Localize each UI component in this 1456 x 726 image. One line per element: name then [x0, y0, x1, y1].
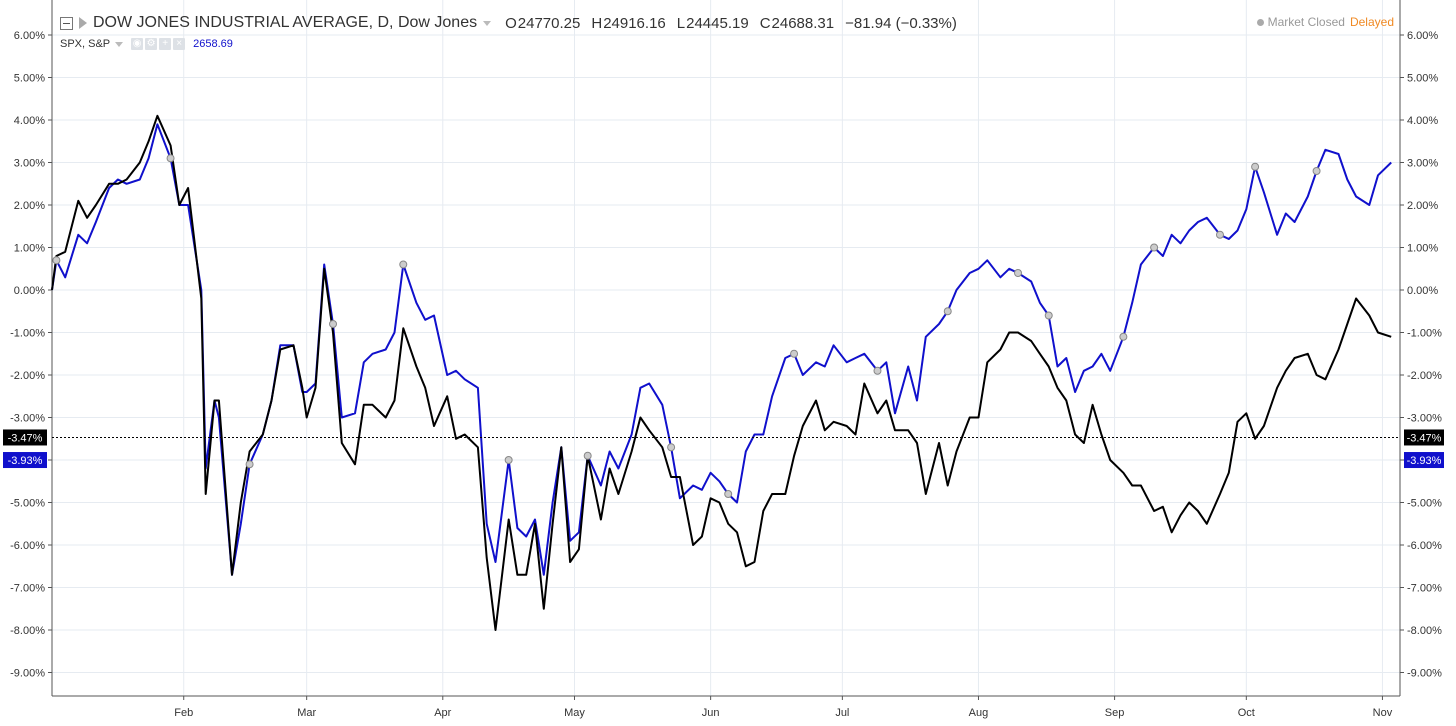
compare-symbol-label[interactable]: SPX, S&P: [60, 38, 111, 50]
status-dot-icon: [1256, 18, 1264, 26]
close-icon[interactable]: ×: [173, 38, 186, 50]
x-tick-label: Feb: [174, 707, 193, 719]
y-tick-label-left: -6.00%: [10, 540, 45, 552]
close-quote: C24688.31: [759, 14, 835, 32]
x-tick-label: Aug: [969, 707, 989, 719]
event-markers: [52, 154, 1321, 498]
y-tick-label-right: -2.00%: [1407, 370, 1442, 382]
x-tick-label: Jul: [835, 707, 849, 719]
y-tick-label-right: -6.00%: [1407, 540, 1442, 552]
y-tick-label-right: -1.00%: [1407, 328, 1442, 340]
open-quote: O24770.25: [505, 14, 581, 32]
y-tick-label-left: -1.00%: [10, 328, 45, 340]
high-quote: H24916.16: [591, 14, 666, 32]
event-marker: [329, 320, 338, 328]
event-marker: [1119, 332, 1128, 341]
y-tick-label-left: 0.00%: [14, 285, 45, 297]
event-marker: [1150, 243, 1159, 252]
collapse-icon[interactable]: [60, 16, 73, 30]
delayed-label: Delayed: [1349, 15, 1394, 29]
add-icon[interactable]: +: [159, 38, 172, 50]
y-tick-label-left: 6.00%: [14, 30, 45, 42]
y-tick-label-right: 0.00%: [1407, 285, 1438, 297]
event-marker: [1044, 311, 1053, 320]
x-tick-label: May: [564, 707, 585, 719]
last-value-text: -3.47%: [8, 432, 43, 444]
event-marker: [583, 451, 592, 460]
grid-lines: [48, 0, 1404, 700]
last-value-badge: [1404, 452, 1444, 469]
chart-header: DOW JONES INDUSTRIAL AVERAGE, D, Dow Jon…: [60, 12, 957, 34]
change-value: −81.94 (−0.33%): [845, 14, 957, 32]
y-tick-label-left: 1.00%: [14, 243, 45, 255]
eye-icon[interactable]: ◉: [131, 38, 144, 50]
event-marker: [52, 256, 61, 265]
x-tick-label: Apr: [434, 707, 451, 719]
event-marker: [1215, 230, 1224, 239]
chevron-down-icon[interactable]: [115, 41, 124, 47]
x-tick-label: Mar: [297, 707, 316, 719]
djia-line: [51, 114, 1392, 631]
x-tick-label: Oct: [1238, 707, 1255, 719]
last-value-text: -3.93%: [8, 455, 43, 467]
event-marker: [790, 349, 799, 358]
axes: [51, 0, 1401, 697]
event-marker: [399, 260, 408, 269]
y-tick-label-right: -5.00%: [1407, 498, 1442, 510]
x-tick-label: Sep: [1105, 707, 1125, 719]
flag-icon[interactable]: [79, 17, 87, 29]
y-tick-label-right: -3.00%: [1407, 413, 1442, 425]
y-tick-label-left: 3.00%: [14, 158, 45, 170]
x-tick-label: Jun: [702, 707, 720, 719]
y-tick-label-right: -8.00%: [1407, 625, 1442, 637]
last-value-badge: [1404, 429, 1444, 446]
compare-legend: SPX, S&P ◉ ⚙ + × 2658.69: [60, 36, 233, 52]
settings-icon[interactable]: ⚙: [145, 38, 158, 50]
last-value-text: -3.47%: [1407, 432, 1442, 444]
symbol-title[interactable]: DOW JONES INDUSTRIAL AVERAGE, D, Dow Jon…: [93, 14, 478, 31]
event-marker: [667, 443, 676, 452]
last-value-text: -3.93%: [1407, 455, 1442, 467]
y-tick-label-right: -9.00%: [1407, 668, 1442, 680]
series-lines: [51, 114, 1392, 631]
y-tick-label-right: 5.00%: [1407, 73, 1438, 85]
compare-value: 2658.69: [193, 38, 233, 50]
event-marker: [1251, 162, 1260, 171]
y-tick-label-left: -9.00%: [10, 668, 45, 680]
chevron-down-icon[interactable]: [483, 20, 492, 26]
y-tick-label-right: 3.00%: [1407, 158, 1438, 170]
event-marker: [724, 490, 733, 498]
y-tick-label-left: -7.00%: [10, 583, 45, 595]
y-tick-label-right: 6.00%: [1407, 30, 1438, 42]
y-tick-label-right: 2.00%: [1407, 200, 1438, 212]
x-tick-label: Nov: [1373, 707, 1393, 719]
y-tick-label-right: 1.00%: [1407, 243, 1438, 255]
event-marker: [166, 154, 175, 163]
y-tick-label-left: -3.00%: [10, 413, 45, 425]
event-marker: [504, 456, 513, 464]
event-marker: [873, 366, 882, 375]
last-value-labels: -3.47% -3.47% -3.93% -3.93%: [3, 429, 1444, 469]
event-marker: [943, 307, 952, 316]
market-status: Market Closed Delayed: [1256, 15, 1394, 29]
y-tick-label-left: 2.00%: [14, 200, 45, 212]
y-axis-right-labels: 6.00% 5.00% 4.00% 3.00% 2.00% 1.00% 0.00% -1.00…: [1407, 30, 1442, 680]
last-value-badge: [3, 452, 47, 469]
y-tick-label-left: -2.00%: [10, 370, 45, 382]
y-tick-label-left: 4.00%: [14, 115, 45, 127]
event-marker: [245, 460, 254, 469]
y-tick-label-right: -7.00%: [1407, 583, 1442, 595]
event-marker: [1013, 269, 1022, 277]
event-marker: [1312, 167, 1321, 175]
last-value-badge: [3, 429, 47, 446]
y-tick-label-left: -5.00%: [10, 498, 45, 510]
y-tick-label-left: -8.00%: [10, 625, 45, 637]
low-quote: L24445.19: [676, 14, 749, 32]
y-axis-left-labels: 6.00% 5.00% 4.00% 3.00% 2.00% 1.00% 0.00% -1.00…: [10, 30, 45, 680]
y-tick-label-left: 5.00%: [14, 73, 45, 85]
x-axis-labels: Feb Mar Apr May Jun Jul Aug Sep Oct Nov: [174, 707, 1392, 719]
y-tick-label-right: 4.00%: [1407, 115, 1438, 127]
market-status-text: Market Closed: [1267, 15, 1345, 29]
